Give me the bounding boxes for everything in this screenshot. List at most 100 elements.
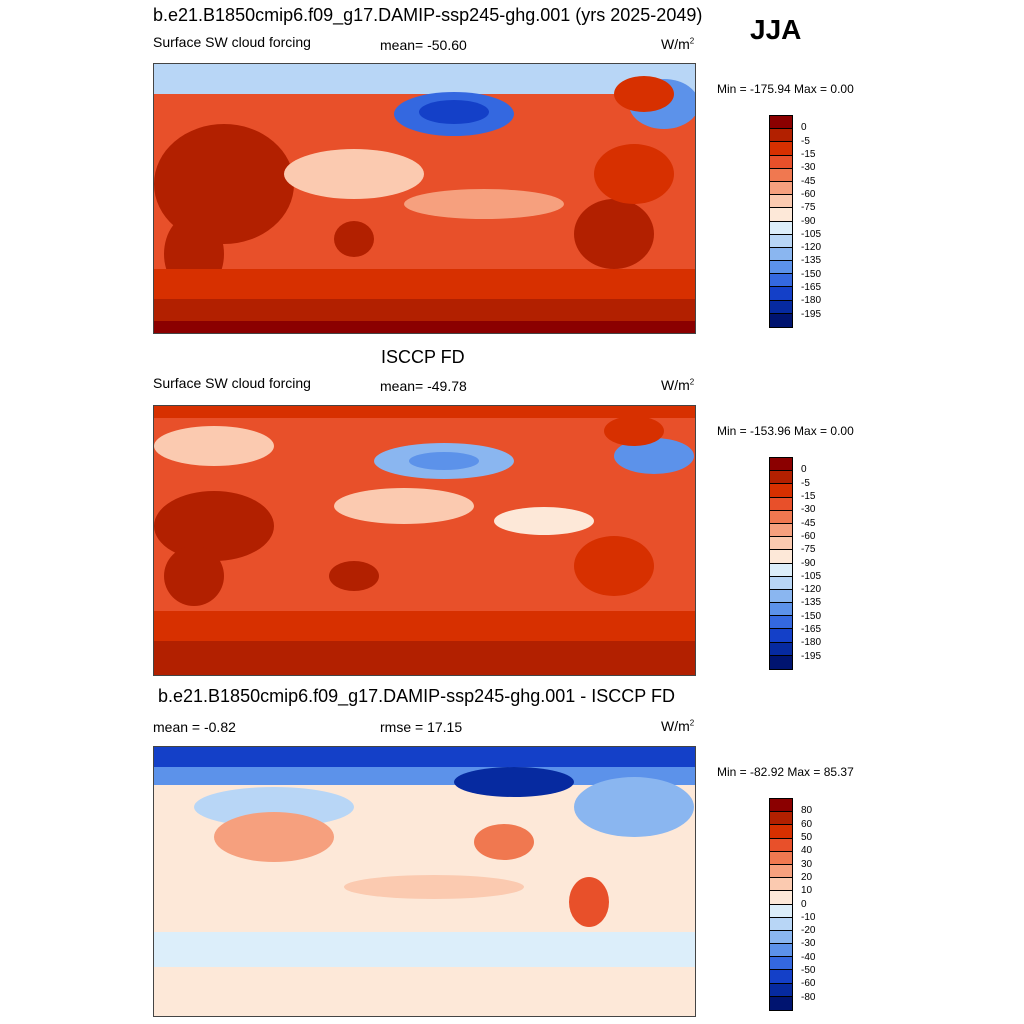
panel-2-title: ISCCP FD — [381, 347, 465, 367]
colorbar-tick-label: 40 — [801, 845, 813, 857]
colorbar-tick-label: -10 — [801, 911, 816, 923]
colorbar-tick-label: -150 — [801, 268, 822, 280]
colorbar-swatch — [770, 550, 792, 564]
colorbar-swatch — [770, 944, 792, 958]
colorbar-tick-label: -20 — [801, 925, 816, 937]
colorbar-tick-label: 0 — [801, 122, 807, 134]
panel-1-title: b.e21.B1850cmip6.f09_g17.DAMIP-ssp245-gh… — [153, 5, 703, 25]
colorbar-swatch — [770, 116, 792, 130]
colorbar-tick-label: -5 — [801, 135, 810, 147]
colorbar-tick-label: -30 — [801, 162, 816, 174]
panel-3-rmse-label: rmse = 17.15 — [380, 719, 463, 735]
colorbar-tick-label: -135 — [801, 597, 822, 609]
season-label: JJA — [750, 14, 802, 45]
colorbar-swatch — [770, 642, 792, 656]
colorbar-swatch — [770, 287, 792, 301]
colorbar-swatch — [770, 996, 792, 1010]
panel-1-map — [153, 63, 696, 334]
colorbar-swatch — [770, 983, 792, 997]
colorbar-swatch — [770, 576, 792, 590]
panel-2-colorbar — [769, 457, 793, 670]
panel-3-title: b.e21.B1850cmip6.f09_g17.DAMIP-ssp245-gh… — [158, 686, 675, 706]
colorbar-tick-label: -120 — [801, 584, 822, 596]
colorbar-swatch — [770, 603, 792, 617]
colorbar-swatch — [770, 616, 792, 630]
colorbar-swatch — [770, 629, 792, 643]
colorbar-swatch — [770, 838, 792, 852]
colorbar-swatch — [770, 274, 792, 288]
colorbar-tick-label: -180 — [801, 637, 822, 649]
colorbar-swatch — [770, 930, 792, 945]
colorbar-swatch — [770, 181, 792, 196]
colorbar-swatch — [770, 510, 792, 524]
colorbar-swatch — [770, 261, 792, 275]
colorbar-swatch — [770, 917, 792, 931]
colorbar-swatch — [770, 300, 792, 314]
colorbar-tick-label: -60 — [801, 188, 816, 200]
colorbar-tick-label: 80 — [801, 805, 813, 817]
panel-2-map — [153, 405, 696, 676]
panel-3-colorbar — [769, 798, 793, 1011]
colorbar-swatch — [770, 812, 792, 826]
colorbar-swatch — [770, 484, 792, 498]
panel-2-mean-label: mean= -49.78 — [380, 378, 467, 394]
panel-3-minmax: Min = -82.92 Max = 85.37 — [717, 765, 854, 779]
colorbar-tick-label: -135 — [801, 255, 822, 267]
colorbar-tick-label: -60 — [801, 530, 816, 542]
colorbar-swatch — [770, 208, 792, 222]
panel-2-variable-label: Surface SW cloud forcing — [153, 375, 311, 391]
colorbar-tick-label: 0 — [801, 464, 807, 476]
colorbar-tick-label: 60 — [801, 818, 813, 830]
colorbar-tick-label: -75 — [801, 544, 816, 556]
colorbar-tick-label: -90 — [801, 215, 816, 227]
colorbar-swatch — [770, 195, 792, 209]
colorbar-tick-label: -90 — [801, 557, 816, 569]
colorbar-tick-label: -30 — [801, 504, 816, 516]
colorbar-tick-label: -60 — [801, 978, 816, 990]
colorbar-swatch — [770, 221, 792, 235]
colorbar-swatch — [770, 851, 792, 865]
colorbar-tick-label: -150 — [801, 610, 822, 622]
colorbar-swatch — [770, 878, 792, 892]
colorbar-swatch — [770, 799, 792, 813]
panel-2-units: W/m2 — [661, 377, 695, 393]
panel-3-mean-label: mean = -0.82 — [153, 719, 236, 735]
colorbar-swatch — [770, 497, 792, 511]
colorbar-tick-label: -180 — [801, 295, 822, 307]
colorbar-tick-label: -45 — [801, 175, 816, 187]
colorbar-swatch — [770, 970, 792, 984]
colorbar-swatch — [770, 864, 792, 879]
colorbar-swatch — [770, 247, 792, 262]
colorbar-tick-label: -195 — [801, 650, 822, 662]
panel-2-minmax: Min = -153.96 Max = 0.00 — [717, 424, 854, 438]
colorbar-tick-label: -165 — [801, 282, 822, 294]
colorbar-tick-label: -105 — [801, 228, 822, 240]
colorbar-tick-label: 10 — [801, 885, 813, 897]
panel-1-colorbar — [769, 115, 793, 328]
colorbar-tick-label: -80 — [801, 991, 816, 1003]
colorbar-swatch — [770, 471, 792, 485]
colorbar-tick-label: -105 — [801, 570, 822, 582]
panel-3-units: W/m2 — [661, 718, 695, 734]
panel-1-units: W/m2 — [661, 36, 695, 52]
colorbar-swatch — [770, 825, 792, 839]
colorbar-swatch — [770, 168, 792, 182]
colorbar-tick-label: -15 — [801, 148, 816, 160]
panel-1-variable-label: Surface SW cloud forcing — [153, 34, 311, 50]
colorbar-tick-label: -30 — [801, 938, 816, 950]
colorbar-swatch — [770, 537, 792, 551]
colorbar-tick-label: -165 — [801, 624, 822, 636]
colorbar-swatch — [770, 234, 792, 248]
colorbar-tick-label: -5 — [801, 477, 810, 489]
colorbar-swatch — [770, 142, 792, 156]
colorbar-tick-label: -40 — [801, 951, 816, 963]
colorbar-swatch — [770, 523, 792, 538]
colorbar-swatch — [770, 655, 792, 669]
colorbar-tick-label: 20 — [801, 871, 813, 883]
colorbar-tick-label: 0 — [801, 898, 807, 910]
colorbar-swatch — [770, 129, 792, 143]
panel-1-minmax: Min = -175.94 Max = 0.00 — [717, 82, 854, 96]
colorbar-swatch — [770, 904, 792, 918]
colorbar-tick-label: -15 — [801, 490, 816, 502]
colorbar-tick-label: 50 — [801, 831, 813, 843]
